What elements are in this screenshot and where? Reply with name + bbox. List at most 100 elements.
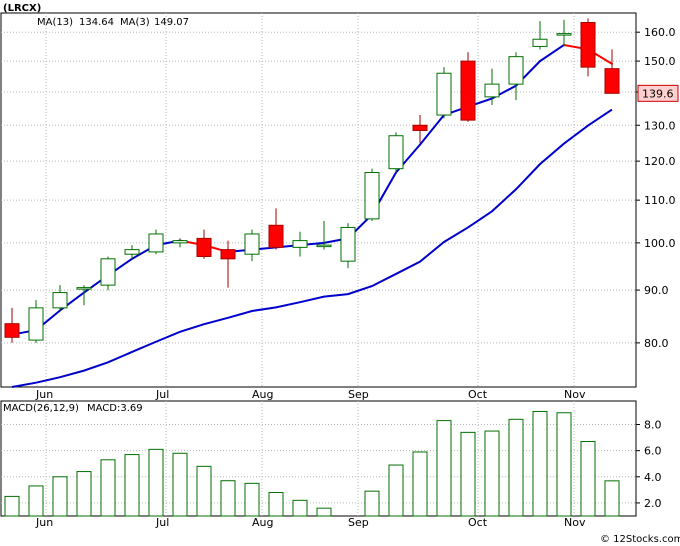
price-x-tick-label: Jun	[35, 388, 53, 401]
watermark: © 12Stocks.com	[600, 534, 680, 545]
candle-body	[532, 38, 548, 47]
candle	[4, 307, 20, 343]
candle	[148, 229, 164, 255]
candle-body	[316, 244, 332, 248]
candle-body	[436, 72, 452, 116]
macd-y-tick-label: 8.0	[644, 419, 662, 432]
macd-bar	[220, 480, 236, 517]
ma3-legend-label: MA(3)	[120, 17, 150, 28]
candle	[244, 229, 260, 262]
price-x-tick-label: Jul	[155, 388, 169, 401]
candle-body	[388, 135, 404, 170]
candle-body	[196, 237, 212, 258]
macd-bar	[52, 476, 68, 517]
candle-body	[268, 224, 284, 248]
candle	[316, 220, 332, 250]
macd-x-tick-label: Sep	[348, 516, 369, 529]
candle-body	[220, 249, 236, 260]
macd-bar	[412, 451, 428, 517]
ticker-label: (LRCX)	[3, 3, 41, 14]
macd-x-tick-label: Jun	[35, 516, 53, 529]
price-y-tick-label: 90.0	[644, 284, 669, 297]
price-y-tick-label: 130.0	[644, 119, 676, 132]
macd-bar	[244, 482, 260, 517]
candle	[172, 238, 188, 248]
ma13-legend-label: MA(13)	[37, 17, 73, 28]
macd-bar	[484, 430, 500, 517]
macd-x-tick-label: Oct	[468, 516, 488, 529]
candle-body	[52, 292, 68, 309]
price-x-tick-label: Nov	[564, 388, 586, 401]
macd-x-tick-label: Aug	[252, 516, 273, 529]
macd-bar	[76, 471, 92, 517]
price-y-tick-label: 110.0	[644, 194, 676, 207]
ma3-series-segment	[419, 114, 445, 146]
ma13-legend-value: 134.64	[79, 17, 114, 28]
candle	[556, 19, 572, 47]
last-price-tag: 139.6	[637, 84, 679, 102]
candle	[484, 68, 500, 106]
macd-bar	[100, 459, 116, 517]
macd-bar	[460, 431, 476, 517]
candle-body	[292, 240, 308, 248]
price-y-tick-label: 150.0	[644, 55, 676, 68]
candle-body	[28, 307, 44, 341]
macd-bar	[124, 454, 140, 517]
candle	[28, 300, 44, 343]
candle-body	[364, 171, 380, 220]
candle	[412, 115, 428, 143]
macd-bar	[388, 464, 404, 517]
candle	[292, 231, 308, 257]
candle-body	[172, 240, 188, 244]
macd-bar	[4, 495, 20, 517]
candle-body	[124, 249, 140, 255]
ma3-series-segment	[539, 43, 565, 63]
macd-x-tick-label: Jul	[155, 516, 169, 529]
macd-bar	[172, 452, 188, 517]
macd-bar	[556, 412, 572, 517]
candle	[508, 52, 524, 101]
macd-bar	[364, 490, 380, 517]
ma3-legend-value: 149.07	[154, 17, 189, 28]
candle-body	[100, 258, 116, 286]
price-y-tick-label: 120.0	[644, 155, 676, 168]
candle	[124, 245, 140, 259]
candle	[604, 49, 620, 94]
candle-body	[508, 56, 524, 85]
candle	[436, 67, 452, 119]
candle-body	[4, 323, 20, 338]
svg-text:139.6: 139.6	[642, 87, 674, 100]
candle	[364, 168, 380, 221]
candle-body	[412, 124, 428, 131]
candle-body	[556, 33, 572, 36]
macd-params-label: MACD(26,12,9)	[3, 403, 79, 414]
candle	[76, 285, 92, 306]
macd-y-tick-label: 6.0	[644, 445, 662, 458]
candle-body	[244, 233, 260, 255]
candle-body	[604, 68, 620, 94]
candle-body	[484, 83, 500, 98]
macd-bar	[28, 485, 44, 517]
candle-body	[460, 60, 476, 121]
candle-body	[340, 226, 356, 262]
price-panel	[0, 12, 637, 388]
macd-bar	[508, 418, 524, 517]
price-y-tick-label: 100.0	[644, 237, 676, 250]
macd-value-label: MACD:3.69	[87, 403, 143, 414]
macd-panel	[0, 400, 637, 517]
candle	[340, 223, 356, 269]
candle	[52, 285, 68, 311]
macd-x-tick-label: Nov	[564, 516, 586, 529]
macd-bar	[580, 441, 596, 517]
candle	[460, 52, 476, 122]
macd-bar	[316, 507, 332, 517]
macd-bar	[148, 448, 164, 517]
candle	[220, 240, 236, 288]
macd-bar	[532, 410, 548, 517]
candle-body	[148, 233, 164, 253]
price-x-tick-label: Aug	[252, 388, 273, 401]
candle	[268, 208, 284, 250]
ma13-series-line	[11, 108, 613, 388]
candle	[388, 132, 404, 173]
